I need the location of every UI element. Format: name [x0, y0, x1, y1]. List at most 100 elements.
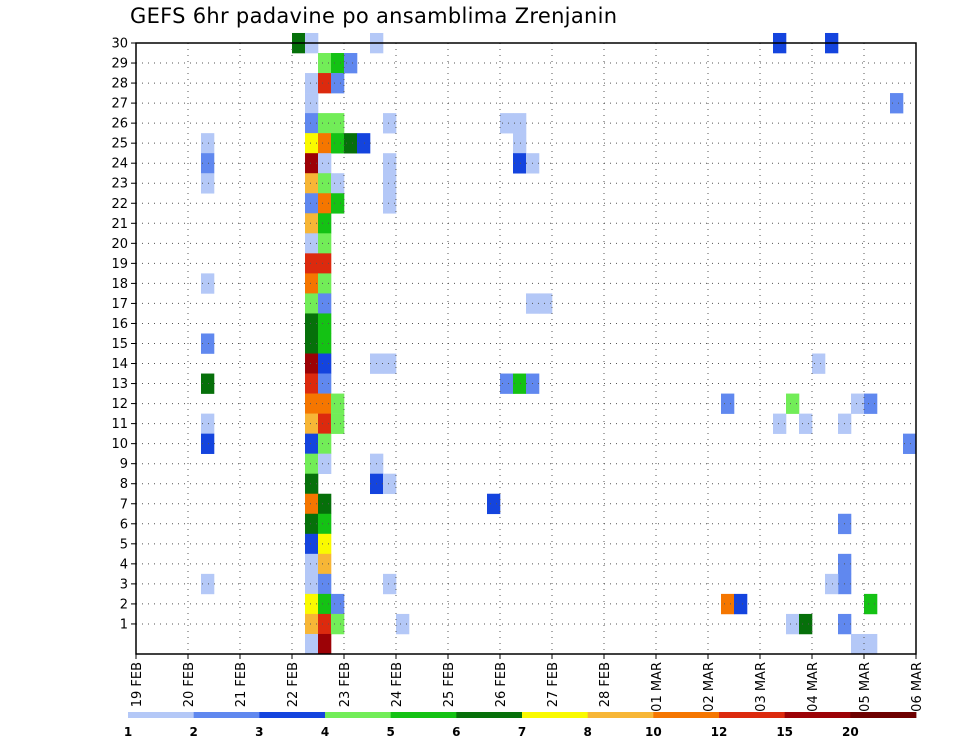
cell-22 — [305, 193, 319, 214]
cell-127 — [903, 433, 917, 454]
y-tick-label-26: 26 — [111, 117, 128, 132]
legend-label-8: 10 — [645, 725, 662, 739]
y-tick-label-25: 25 — [111, 137, 128, 152]
cell-20 — [318, 173, 332, 194]
cell-52 — [318, 453, 332, 474]
cell-60 — [305, 553, 319, 575]
cell-69 — [331, 613, 345, 635]
x-tick-label-8: 27 FEB — [546, 662, 561, 707]
cell-95 — [513, 133, 527, 154]
y-tick-label-29: 29 — [111, 57, 128, 72]
legend-label-0: 1 — [124, 725, 132, 739]
cell-51 — [305, 453, 319, 474]
cell-71 — [318, 633, 332, 655]
legend-swatch-5 — [456, 712, 523, 718]
cell-103 — [487, 493, 501, 515]
y-tick-label-18: 18 — [111, 277, 128, 292]
cell-18 — [318, 153, 332, 174]
cell-119 — [825, 573, 839, 595]
cell-4 — [344, 53, 358, 74]
cell-39 — [305, 353, 319, 374]
legend-swatch-11 — [850, 712, 917, 718]
cell-96 — [513, 153, 527, 174]
legend-label-11: 20 — [842, 725, 859, 739]
cell-7 — [331, 73, 345, 94]
y-tick-label-30: 30 — [111, 37, 128, 52]
cell-36 — [318, 313, 332, 334]
cell-15 — [344, 133, 358, 154]
cell-111 — [773, 413, 787, 434]
y-tick-label-3: 3 — [120, 577, 128, 592]
x-tick-label-12: 03 MAR — [754, 662, 769, 712]
cell-33 — [305, 293, 319, 314]
cell-64 — [305, 593, 319, 615]
cell-90 — [383, 473, 397, 495]
cell-10 — [318, 113, 332, 134]
cell-layer — [201, 32, 917, 655]
cell-121 — [786, 613, 800, 635]
y-tick-label-24: 24 — [111, 157, 128, 172]
y-tick-label-11: 11 — [111, 417, 128, 432]
x-tick-label-0: 19 FEB — [130, 662, 145, 707]
cell-58 — [305, 533, 319, 555]
cell-104 — [721, 393, 735, 414]
x-tick-label-11: 02 MAR — [702, 662, 717, 712]
x-tick-label-15: 06 MAR — [910, 662, 925, 712]
x-tick-label-9: 28 FEB — [598, 662, 613, 707]
y-tick-label-13: 13 — [111, 377, 128, 392]
y-tick-label-6: 6 — [120, 517, 128, 532]
x-tick-label-7: 26 FEB — [494, 662, 509, 707]
cell-110 — [786, 393, 800, 414]
cell-37 — [305, 333, 319, 354]
y-axis: 1234567891011121314151617181920212223242… — [111, 37, 136, 632]
legend-swatch-3 — [325, 712, 392, 718]
cell-35 — [305, 313, 319, 334]
legend-swatch-9 — [719, 712, 786, 718]
x-tick-label-13: 04 MAR — [806, 662, 821, 712]
cell-32 — [318, 273, 332, 294]
cell-65 — [318, 593, 332, 615]
cell-17 — [305, 153, 319, 174]
cell-45 — [331, 393, 345, 414]
legend-swatch-6 — [522, 712, 589, 718]
legend-label-4: 5 — [386, 725, 394, 739]
legend-swatch-4 — [390, 712, 457, 718]
cell-9 — [305, 113, 319, 134]
y-tick-label-16: 16 — [111, 317, 128, 332]
legend-swatch-7 — [587, 712, 654, 718]
y-tick-label-19: 19 — [111, 257, 128, 272]
cell-85 — [383, 193, 397, 214]
y-tick-label-12: 12 — [111, 397, 128, 412]
cell-67 — [305, 613, 319, 635]
cell-24 — [331, 193, 345, 214]
legend-label-1: 2 — [189, 725, 197, 739]
cell-87 — [383, 353, 397, 374]
cell-75 — [201, 273, 215, 294]
y-tick-label-4: 4 — [120, 557, 128, 572]
y-tick-label-27: 27 — [111, 97, 128, 112]
cell-82 — [383, 113, 397, 134]
cell-114 — [851, 393, 865, 414]
legend-swatch-1 — [193, 712, 260, 718]
x-tick-label-3: 22 FEB — [286, 662, 301, 707]
cell-44 — [318, 393, 332, 414]
y-tick-label-10: 10 — [111, 437, 128, 452]
y-tick-label-5: 5 — [120, 537, 128, 552]
cell-99 — [539, 293, 553, 314]
cell-40 — [318, 353, 332, 374]
cell-19 — [305, 173, 319, 194]
cell-21 — [331, 173, 345, 194]
cell-5 — [305, 73, 319, 94]
x-tick-label-5: 24 FEB — [390, 662, 405, 707]
y-tick-label-17: 17 — [111, 297, 128, 312]
cell-28 — [318, 233, 332, 254]
cell-8 — [305, 93, 319, 114]
cell-94 — [513, 113, 527, 134]
cell-12 — [305, 133, 319, 154]
cell-13 — [318, 133, 332, 154]
cell-3 — [331, 53, 345, 74]
cell-2 — [318, 53, 332, 74]
cell-106 — [734, 593, 748, 615]
legend-label-10: 15 — [776, 725, 793, 739]
